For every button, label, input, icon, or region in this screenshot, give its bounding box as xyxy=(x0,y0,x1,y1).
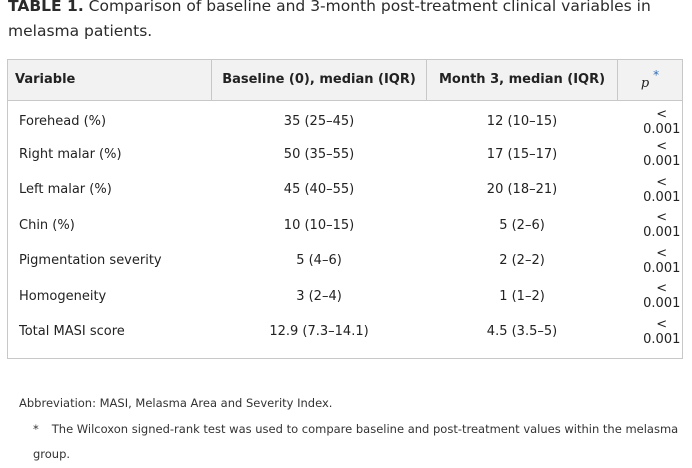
cell-baseline: 35 (25–45) xyxy=(283,114,355,129)
header-p-label: p xyxy=(640,76,650,92)
footnotes: Abbreviation: MASI, Melasma Area and Sev… xyxy=(19,391,684,468)
cell-variable: Chin (%) xyxy=(19,217,75,233)
cell-p-value: < 0.001 xyxy=(643,210,681,241)
table-row: Left malar (%) 45 (40–55) 20 (18–21) < 0.00… xyxy=(8,172,682,208)
data-table-container: Variable Baseline (0), median (IQR) Mont… xyxy=(7,59,683,359)
table-header-row: Variable Baseline (0), median (IQR) Mont… xyxy=(8,60,682,101)
header-p-value: p* xyxy=(617,60,682,101)
cell-p-value: < 0.001 xyxy=(643,106,681,137)
table-row: Forehead (%) 35 (25–45) 12 (10–15) < 0.001 xyxy=(8,100,682,137)
cell-p-value: < 0.001 xyxy=(643,139,681,170)
cell-month3: 4.5 (3.5–5) xyxy=(486,324,558,340)
cell-baseline: 50 (35–55) xyxy=(283,146,355,162)
cell-variable: Homogeneity xyxy=(19,288,107,304)
cell-month3: 2 (2–2) xyxy=(499,253,545,269)
table-caption: TABLE 1. Comparison of baseline and 3-mo… xyxy=(8,0,684,44)
table-row: Homogeneity 3 (2–4) 1 (1–2) < 0.001 xyxy=(8,279,682,315)
table-body: Forehead (%) 35 (25–45) 12 (10–15) < 0.001 R… xyxy=(8,100,682,350)
cell-baseline: 10 (10–15) xyxy=(283,217,355,233)
footnote-star-mark: * xyxy=(33,421,39,436)
cell-p-value: < 0.001 xyxy=(643,245,681,276)
table-caption-label: TABLE 1. xyxy=(8,0,84,15)
table-row: Right malar (%) 50 (35–55) 17 (15–17) < 0.0… xyxy=(8,137,682,173)
cell-variable: Pigmentation severity xyxy=(19,253,162,269)
cell-month3: 12 (10–15) xyxy=(486,114,558,129)
cell-month3: 17 (15–17) xyxy=(486,146,558,162)
footnote-abbreviation: Abbreviation: MASI, Melasma Area and Sev… xyxy=(19,396,333,410)
cell-baseline: 5 (4–6) xyxy=(296,253,342,269)
header-month3: Month 3, median (IQR) xyxy=(426,60,618,101)
cell-baseline: 12.9 (7.3–14.1) xyxy=(269,324,369,340)
table-row: Pigmentation severity 5 (4–6) 2 (2–2) < 0.0… xyxy=(8,243,682,279)
footnote-star: * The Wilcoxon signed-rank test was used … xyxy=(19,417,684,468)
cell-variable: Forehead (%) xyxy=(19,114,107,129)
footnote-link-star[interactable]: * xyxy=(653,68,660,83)
cell-variable: Left malar (%) xyxy=(19,182,112,198)
table-row: Total MASI score 12.9 (7.3–14.1) 4.5 (3.5–… xyxy=(8,314,682,350)
cell-variable: Total MASI score xyxy=(19,324,125,340)
footnote-star-text: The Wilcoxon signed-rank test was used t… xyxy=(33,421,679,462)
table-caption-text: Comparison of baseline and 3-month post-… xyxy=(8,0,651,40)
header-baseline: Baseline (0), median (IQR) xyxy=(211,60,427,101)
header-variable: Variable xyxy=(8,60,212,101)
cell-p-value: < 0.001 xyxy=(643,316,681,347)
cell-month3: 5 (2–6) xyxy=(499,217,545,233)
cell-baseline: 45 (40–55) xyxy=(283,182,355,198)
cell-baseline: 3 (2–4) xyxy=(296,288,342,304)
cell-month3: 20 (18–21) xyxy=(486,182,558,198)
cell-month3: 1 (1–2) xyxy=(499,288,545,304)
cell-p-value: < 0.001 xyxy=(643,174,681,205)
data-table: Variable Baseline (0), median (IQR) Mont… xyxy=(8,60,682,350)
cell-variable: Right malar (%) xyxy=(19,146,122,162)
table-row: Chin (%) 10 (10–15) 5 (2–6) < 0.001 xyxy=(8,208,682,244)
cell-p-value: < 0.001 xyxy=(643,281,681,312)
